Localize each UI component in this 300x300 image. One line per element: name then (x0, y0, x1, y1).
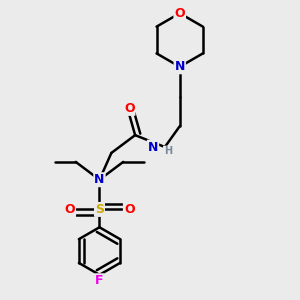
Text: O: O (124, 102, 134, 115)
Text: O: O (174, 7, 185, 20)
Text: N: N (94, 173, 105, 186)
Text: H: H (164, 146, 172, 157)
Text: O: O (64, 203, 75, 216)
Text: N: N (148, 140, 158, 154)
Text: S: S (95, 203, 104, 216)
Text: N: N (175, 60, 185, 73)
Text: O: O (124, 203, 134, 216)
Text: F: F (95, 274, 104, 287)
